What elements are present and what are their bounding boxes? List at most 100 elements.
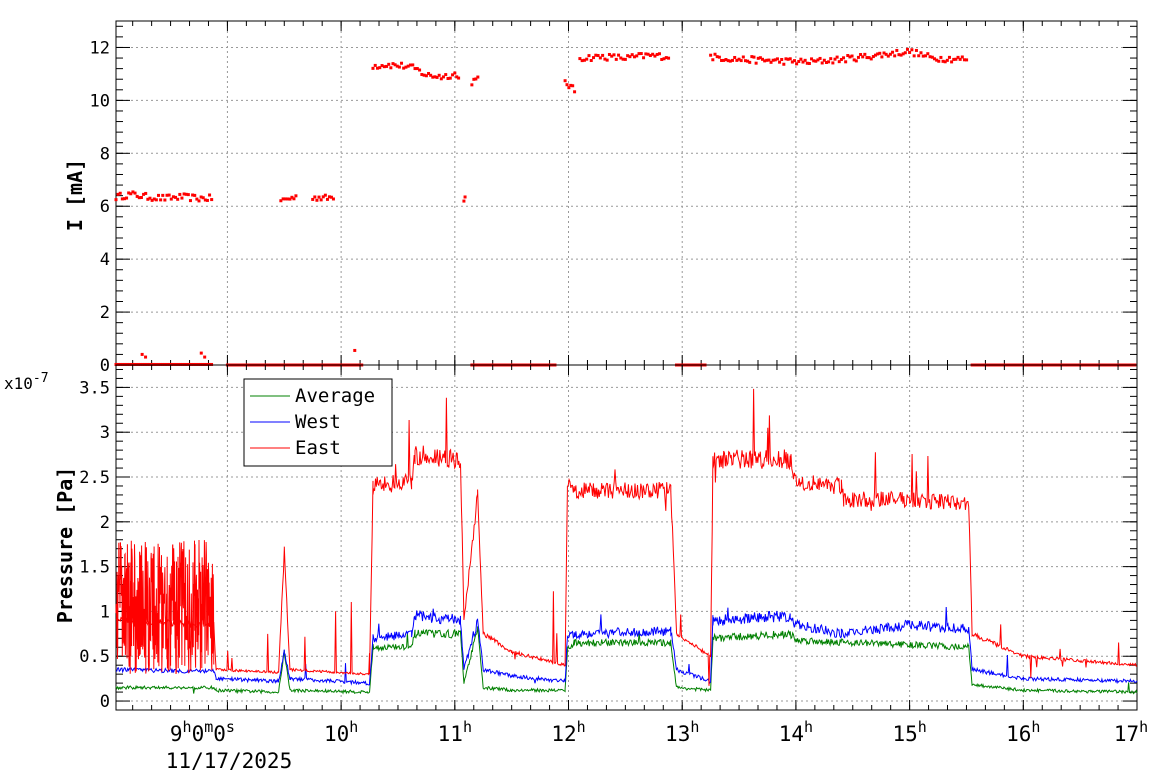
current-point [163, 198, 167, 202]
current-point [939, 55, 943, 59]
pressure-axis-multiplier-exp: -7 [33, 371, 49, 386]
current-point [176, 197, 180, 201]
current-point [114, 362, 118, 366]
current-point [831, 61, 835, 65]
current-point [941, 59, 945, 63]
current-point [891, 50, 895, 54]
current-point [435, 75, 439, 79]
current-point [662, 57, 666, 61]
current-point [129, 192, 133, 196]
current-point [141, 362, 145, 366]
time-tick-hour: 11 [438, 722, 463, 746]
current-point [632, 55, 636, 59]
time-tick-label: 11h [438, 718, 472, 746]
current-point [769, 60, 773, 64]
current-point [146, 197, 150, 201]
current-point [846, 54, 850, 58]
current-point [203, 198, 207, 202]
pressure-axis-multiplier-base: x10 [4, 374, 33, 393]
current-point [178, 192, 182, 196]
current-point [856, 55, 860, 59]
pressure-y-tick-label: 3 [100, 423, 110, 443]
current-segment [279, 194, 298, 203]
time-tick-unit: h [463, 718, 472, 736]
current-point [829, 57, 833, 61]
current-point [159, 198, 163, 202]
current-point [824, 60, 828, 64]
current-point [790, 60, 794, 64]
current-point [404, 65, 408, 69]
current-point [472, 77, 476, 81]
current-point [199, 195, 203, 199]
current-point [818, 56, 822, 60]
current-point [158, 362, 162, 366]
current-point [437, 73, 441, 77]
current-point [395, 64, 399, 68]
current-point [563, 79, 567, 83]
current-point [125, 196, 129, 200]
current-point [408, 63, 412, 67]
current-point [161, 193, 165, 197]
pressure-panel: 0 0.5 1 1.5 2 2.5 3 3.5 [79, 364, 1138, 712]
current-point [799, 57, 803, 61]
current-point [154, 362, 158, 366]
current-point [758, 56, 762, 60]
current-point [605, 58, 609, 62]
current-point [156, 193, 160, 197]
current-point [863, 52, 867, 56]
current-point [621, 57, 625, 61]
current-point [132, 362, 136, 366]
current-point [120, 197, 124, 201]
current-point [198, 362, 202, 366]
current-segment [114, 362, 214, 366]
current-outlier-point [353, 348, 357, 352]
current-point [644, 52, 648, 56]
current-point [807, 61, 811, 65]
current-segment [563, 79, 577, 94]
current-point [773, 58, 777, 62]
current-point [170, 362, 174, 366]
current-point [812, 59, 816, 63]
current-point [148, 196, 152, 200]
current-point [418, 68, 422, 72]
current-point [660, 57, 664, 61]
time-tick-label: 17h [1114, 718, 1148, 746]
current-point [926, 52, 930, 56]
current-point [573, 90, 577, 94]
pressure-legend: Average West East [243, 378, 393, 467]
current-point [331, 197, 335, 201]
current-point [861, 55, 865, 59]
current-point [617, 53, 621, 57]
current-point [835, 55, 839, 59]
time-tick-hour: 16 [1006, 722, 1031, 746]
current-point [592, 56, 596, 60]
current-point [878, 51, 882, 55]
current-point [756, 56, 760, 60]
current-point [607, 52, 611, 56]
current-point [582, 58, 586, 62]
legend-label-east: East [295, 437, 341, 459]
current-point [932, 57, 936, 61]
current-point [594, 53, 598, 57]
current-point [441, 75, 445, 79]
current-point [165, 193, 169, 197]
current-point [143, 362, 147, 366]
current-point [937, 59, 941, 63]
current-point [917, 54, 921, 58]
current-point [788, 57, 792, 61]
current-point [850, 54, 854, 58]
current-point [138, 362, 142, 366]
current-point [610, 54, 614, 58]
current-point [775, 57, 779, 61]
current-point [315, 198, 319, 202]
current-point [657, 52, 661, 56]
current-point [637, 52, 641, 56]
current-point [884, 52, 888, 56]
current-point [965, 58, 969, 62]
current-point [172, 362, 176, 366]
current-point [317, 195, 321, 199]
current-point [839, 57, 843, 61]
current-point [147, 362, 151, 366]
pressure-y-tick-label: 3.5 [79, 378, 110, 398]
